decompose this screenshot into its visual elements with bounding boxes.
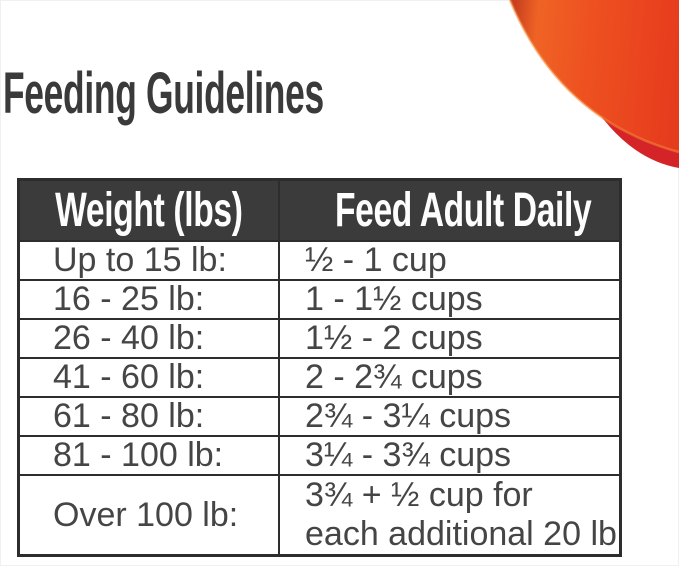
weight-cell: 16 - 25 lb:	[20, 280, 280, 318]
feed-cell: 3¼ - 3¾ cups	[305, 436, 512, 474]
feed-cell: 1 - 1½ cups	[305, 280, 483, 318]
table-row: 61 - 80 lb: 2¾ - 3¼ cups	[20, 396, 619, 435]
table-row: Up to 15 lb: ½ - 1 cup	[20, 240, 619, 279]
weight-cell: Up to 15 lb:	[20, 241, 280, 279]
column-header-feed: Feed Adult Daily	[280, 181, 646, 240]
table-row: 41 - 60 lb: 2 - 2¾ cups	[20, 357, 619, 396]
weight-cell: 61 - 80 lb:	[20, 397, 280, 435]
table-row: 81 - 100 lb: 3¼ - 3¾ cups	[20, 435, 619, 474]
feed-cell: 2 - 2¾ cups	[305, 358, 483, 396]
feed-cell: 1½ - 2 cups	[305, 319, 483, 357]
table-row: Over 100 lb: 3¾ + ½ cup for each additio…	[20, 474, 619, 554]
table-row: 16 - 25 lb: 1 - 1½ cups	[20, 279, 619, 318]
column-header-weight: Weight (lbs)	[20, 181, 280, 240]
weight-cell: 26 - 40 lb:	[20, 319, 280, 357]
page-title-text: Feeding Guidelines	[3, 61, 324, 126]
weight-cell: 81 - 100 lb:	[20, 436, 280, 474]
feed-cell: 3¾ + ½ cup for each additional 20 lb	[305, 476, 617, 553]
weight-cell: Over 100 lb:	[20, 476, 280, 554]
table-row: 26 - 40 lb: 1½ - 2 cups	[20, 318, 619, 357]
swoosh-highlight-edge	[508, 0, 679, 154]
feed-cell: 2¾ - 3¼ cups	[305, 397, 512, 435]
weight-cell: 41 - 60 lb:	[20, 358, 280, 396]
table-header-row: Weight (lbs) Feed Adult Daily	[20, 181, 619, 240]
feed-cell: ½ - 1 cup	[305, 241, 447, 279]
swoosh-orange-body	[510, 0, 679, 152]
page-title: Feeding Guidelines	[3, 61, 529, 126]
column-header-feed-label: Feed Adult Daily	[334, 184, 592, 237]
column-header-weight-label: Weight (lbs)	[55, 184, 243, 237]
feeding-guidelines-table: Weight (lbs) Feed Adult Daily Up to 15 l…	[17, 178, 622, 557]
